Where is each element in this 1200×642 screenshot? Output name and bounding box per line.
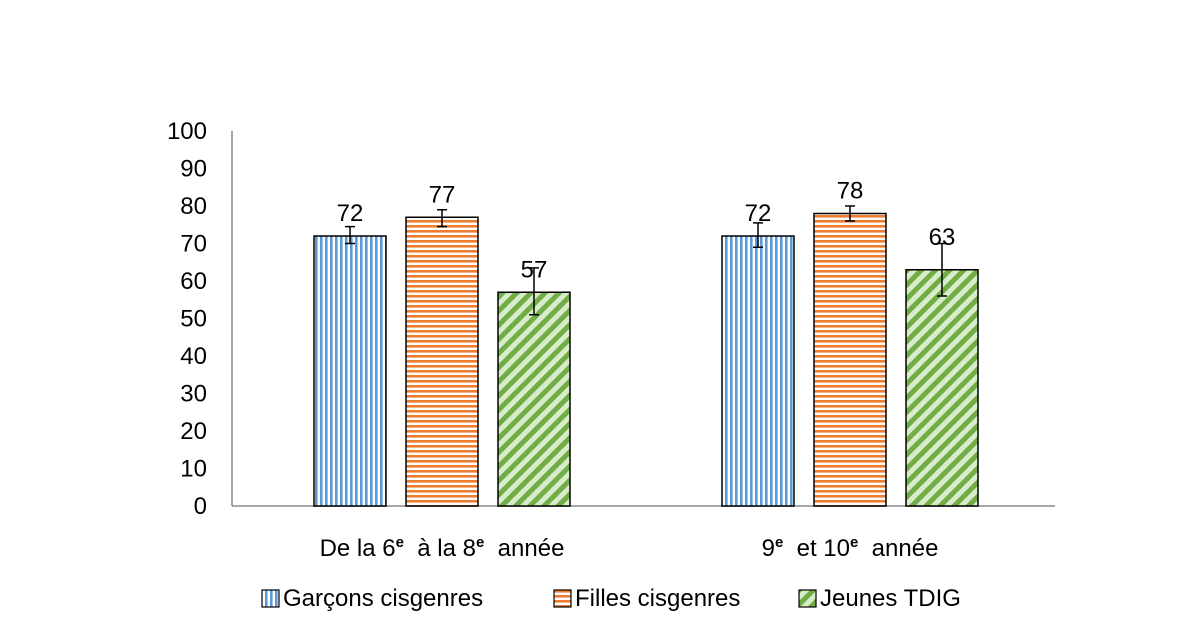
data-label: 77 [429, 181, 456, 208]
legend-swatch [553, 589, 572, 608]
legend-item: Jeunes TDIG [798, 585, 961, 612]
error-bar [845, 205, 855, 222]
legend-label: Garçons cisgenres [283, 585, 483, 612]
legend-swatch [798, 589, 817, 608]
bar-jeunes-tdig-1 [905, 269, 979, 507]
data-labels: 72 72 77 78 57 63 [337, 178, 956, 284]
error-bar [753, 222, 763, 248]
bar-jeunes-tdig-0 [497, 291, 571, 507]
bar-gar-ons-cisgenres-0 [313, 235, 387, 507]
data-label: 57 [521, 256, 548, 283]
legend-swatch [261, 589, 280, 608]
y-tick-label: 70 [180, 231, 207, 258]
data-label: 78 [837, 178, 864, 205]
category-labels: De la 6e à la 8e année 9e et 10e année [320, 534, 939, 562]
y-tick-label: 30 [180, 381, 207, 408]
y-tick-label: 90 [180, 156, 207, 183]
y-tick-label: 100 [167, 118, 207, 145]
y-tick-label: 10 [180, 456, 207, 483]
data-label: 72 [745, 200, 772, 227]
y-tick-label: 50 [180, 306, 207, 333]
y-tick-label: 80 [180, 193, 207, 220]
category-label: 9e et 10e année [762, 534, 939, 562]
y-tick-label: 0 [194, 493, 207, 520]
axes: 0 10 20 30 40 50 60 70 80 90 100 [167, 118, 1055, 520]
data-label: 72 [337, 200, 364, 227]
y-tick-label: 60 [180, 268, 207, 295]
legend-label: Jeunes TDIG [820, 585, 961, 612]
legend-item: Filles cisgenres [553, 585, 740, 612]
bar-filles-cisgenres-1 [813, 212, 887, 507]
y-tick-label: 20 [180, 418, 207, 445]
data-label: 63 [929, 224, 956, 251]
category-label: De la 6e à la 8e année [320, 534, 565, 562]
legend-item: Garçons cisgenres [261, 585, 483, 612]
bars [313, 205, 979, 507]
legend: Garçons cisgenres Filles cisgenres Jeunes … [261, 585, 961, 612]
y-tick-label: 40 [180, 343, 207, 370]
error-bar [529, 267, 539, 316]
bar-filles-cisgenres-0 [405, 216, 479, 507]
bar-gar-ons-cisgenres-1 [721, 235, 795, 507]
error-bar [345, 225, 355, 245]
legend-label: Filles cisgenres [575, 585, 740, 612]
error-bar [937, 242, 947, 297]
error-bar [437, 209, 447, 228]
